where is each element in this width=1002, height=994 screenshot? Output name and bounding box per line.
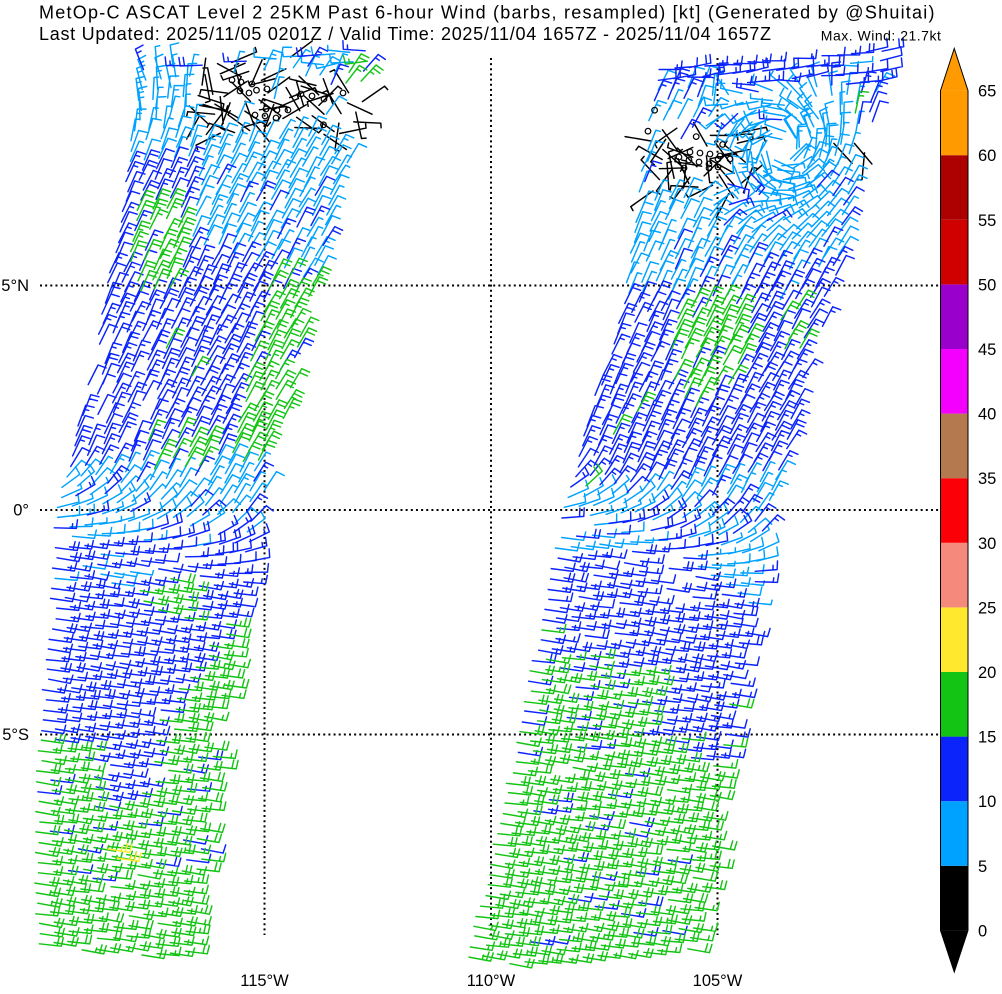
svg-text:25: 25: [978, 599, 996, 617]
svg-text:20: 20: [978, 664, 996, 682]
svg-text:0°: 0°: [13, 502, 29, 520]
svg-text:115°W: 115°W: [240, 972, 289, 989]
svg-text:Max. Wind: 21.7kt: Max. Wind: 21.7kt: [821, 28, 942, 44]
svg-text:55: 55: [978, 212, 996, 230]
svg-text:0: 0: [978, 922, 987, 940]
svg-text:50: 50: [978, 276, 996, 294]
svg-text:5°N: 5°N: [1, 277, 29, 295]
svg-text:45: 45: [978, 341, 996, 359]
svg-text:15: 15: [978, 729, 996, 747]
svg-text:40: 40: [978, 406, 996, 424]
svg-text:5: 5: [978, 858, 987, 876]
svg-text:MetOp-C ASCAT Level 2 25KM Pas: MetOp-C ASCAT Level 2 25KM Past 6-hour W…: [39, 2, 936, 22]
svg-text:30: 30: [978, 535, 996, 553]
svg-text:60: 60: [978, 147, 996, 165]
svg-text:105°W: 105°W: [693, 972, 743, 989]
svg-text:110°W: 110°W: [467, 972, 516, 989]
svg-text:65: 65: [978, 83, 996, 101]
svg-text:Last Updated: 2025/11/05 0201Z: Last Updated: 2025/11/05 0201Z / Valid T…: [39, 24, 772, 44]
svg-text:5°S: 5°S: [2, 726, 29, 744]
svg-text:10: 10: [978, 793, 996, 811]
svg-text:35: 35: [978, 470, 996, 488]
